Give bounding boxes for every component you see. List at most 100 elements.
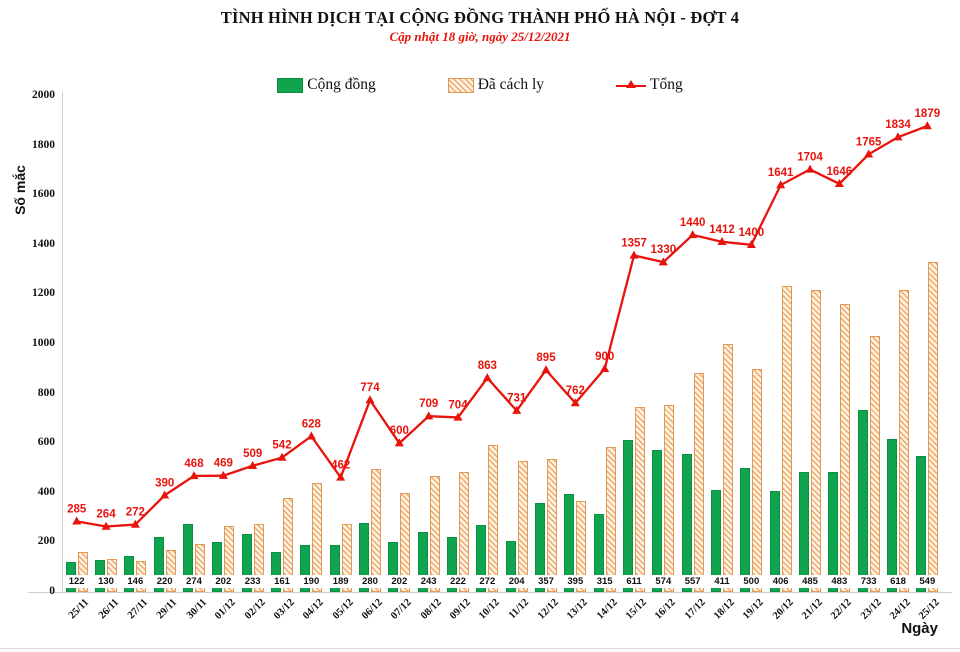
tong-point-marker: [160, 490, 170, 499]
x-tick-label: 05/12: [330, 597, 356, 622]
tong-value-label: 390: [155, 477, 174, 489]
bar-value-label: 574: [649, 575, 678, 588]
tong-point-marker: [717, 237, 727, 246]
bar-value-label: 280: [356, 575, 384, 588]
tong-value-label: 1641: [768, 167, 794, 179]
bar-value-label: 549: [913, 575, 942, 588]
bar-value-label: 272: [473, 575, 502, 588]
bar-cong-dong: [887, 438, 897, 592]
x-tick-label: 04/12: [301, 597, 327, 622]
x-tick-label: 07/12: [389, 597, 415, 622]
tong-point-marker: [365, 395, 375, 404]
tong-value-label: 1765: [856, 136, 882, 148]
y-tick-label: 200: [37, 535, 55, 548]
tong-point-marker: [424, 411, 434, 420]
tong-value-label: 895: [536, 352, 556, 364]
y-axis-label: Số mắc: [12, 165, 28, 215]
x-tick-label: 14/12: [594, 597, 620, 622]
bar-cong-dong: [153, 537, 164, 592]
bar-value-label: 243: [414, 575, 443, 588]
legend-label-da-cach-ly: Đã cách ly: [477, 76, 545, 93]
tong-point-marker: [101, 521, 111, 530]
bar-value-label: 611: [620, 575, 648, 588]
tong-value-label: 900: [595, 351, 614, 363]
legend-item-cong-dong: Cộng đồng: [277, 76, 376, 94]
bar-value-label: 202: [385, 575, 414, 588]
tong-value-label: 762: [566, 385, 585, 397]
bar-cong-dong: [623, 440, 633, 592]
y-tick-label: 800: [37, 386, 55, 399]
y-tick-label: 1400: [32, 237, 55, 250]
bar-da-cach-ly: [899, 290, 909, 592]
x-tick-label: 10/12: [477, 597, 503, 622]
tong-line-path: [76, 124, 928, 528]
bar-value-label: 122: [62, 575, 91, 588]
bar-value-label: 222: [444, 575, 472, 588]
bar-da-cach-ly: [635, 406, 645, 592]
tong-point-marker: [277, 452, 287, 461]
tong-point-marker: [893, 132, 903, 141]
tong-point-marker: [658, 257, 668, 266]
y-tick-label: 1200: [32, 287, 55, 300]
bar-value-label: 146: [121, 575, 150, 588]
red-line-triangle-icon: [616, 79, 647, 91]
bar-cong-dong: [212, 541, 223, 592]
tong-point-marker: [336, 472, 346, 481]
bar-cong-dong: [271, 552, 281, 592]
tong-value-label: 1879: [915, 108, 941, 120]
tong-point-marker: [541, 365, 551, 374]
tong-point-marker: [864, 149, 874, 158]
bar-da-cach-ly: [488, 445, 499, 592]
y-tick-label: 1600: [32, 188, 55, 201]
tong-value-label: 469: [214, 458, 233, 470]
tong-point-marker: [688, 230, 698, 239]
tong-value-label: 285: [67, 503, 87, 515]
x-tick-label: 02/12: [242, 597, 268, 622]
bar-da-cach-ly: [928, 262, 939, 592]
x-tick-label: 29/11: [155, 597, 180, 622]
x-tick-label: 11/12: [507, 597, 532, 622]
hatched-bar-swatch-icon: [447, 77, 474, 93]
bar-da-cach-ly: [195, 543, 205, 592]
green-bar-swatch-icon: [277, 77, 304, 93]
bar-cong-dong: [447, 536, 457, 592]
bar-value-label: 557: [678, 575, 707, 588]
y-tick-label: 1000: [32, 337, 55, 349]
tong-point-marker: [834, 178, 844, 187]
bar-value-label: 233: [238, 575, 267, 588]
tong-point-marker: [922, 121, 932, 130]
bar-value-label: 411: [708, 575, 736, 588]
tong-value-label: 542: [272, 440, 291, 452]
bar-cong-dong: [857, 410, 868, 592]
bar-cong-dong: [799, 471, 809, 592]
x-tick-label: 18/12: [712, 597, 737, 622]
bar-da-cach-ly: [605, 446, 616, 592]
tong-value-label: 1834: [885, 119, 911, 131]
tong-value-label: 509: [243, 448, 262, 460]
bar-cong-dong: [681, 453, 692, 592]
x-tick-label: 22/12: [829, 597, 855, 622]
bar-value-label: 130: [92, 575, 120, 588]
legend-item-da-cach-ly: Đã cách ly: [447, 76, 545, 94]
tong-point-marker: [570, 398, 580, 407]
bar-value-label: 406: [766, 575, 795, 588]
tong-value-label: 731: [507, 393, 527, 405]
bar-cong-dong: [740, 468, 751, 592]
x-tick-label: 08/12: [418, 597, 444, 622]
bottom-divider: [0, 648, 960, 649]
bar-value-label: 161: [268, 575, 296, 588]
x-tick-label: 20/12: [770, 597, 796, 622]
bar-value-label: 733: [854, 575, 883, 588]
bar-value-label: 220: [150, 575, 179, 588]
tong-value-label: 264: [96, 509, 116, 521]
x-tick-label: 19/12: [741, 597, 767, 622]
tong-point-marker: [600, 364, 610, 372]
x-tick-label: 17/12: [682, 597, 708, 622]
tong-value-label: 704: [448, 399, 468, 411]
bar-da-cach-ly: [752, 368, 763, 592]
tong-point-marker: [218, 470, 228, 479]
bar-value-label: 204: [502, 575, 531, 588]
y-tick-label: 400: [37, 485, 55, 498]
bar-cong-dong: [388, 541, 399, 592]
